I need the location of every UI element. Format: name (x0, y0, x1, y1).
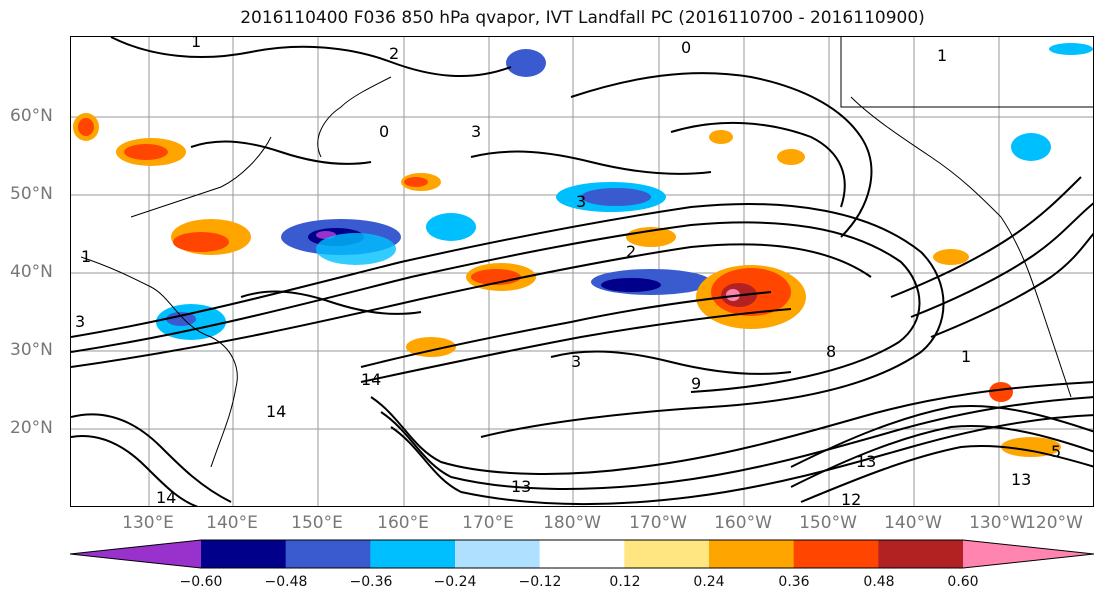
lon-label: 120°W (1025, 513, 1083, 533)
contour-label: 3 (471, 122, 481, 141)
contour-label: 12 (841, 490, 861, 507)
contour-label: 5 (1051, 442, 1061, 461)
colorbar-segment (285, 540, 371, 568)
contour-label: 13 (856, 452, 876, 471)
colorbar-segment (539, 540, 625, 568)
colorbar-segment (709, 540, 795, 568)
ivt-contours (71, 37, 1093, 506)
contour-label: 14 (266, 402, 286, 421)
map-title: 2016110400 F036 850 hPa qvapor, IVT Land… (240, 8, 925, 28)
lon-label: 130°E (122, 513, 174, 533)
colorbar-tick: −0.12 (518, 574, 562, 590)
coastlines (80, 37, 1093, 468)
lon-label: 150°E (291, 513, 343, 533)
colorbar-tick: −0.24 (433, 574, 477, 590)
colorbar-segment (455, 540, 541, 568)
contour-label: 1 (191, 37, 201, 51)
contour-label: 2 (389, 44, 399, 63)
lat-label-50n: 50°N (10, 184, 53, 204)
map-panel: 1 2 0 1 3 3 2 1 3 8 14 14 14 3 9 13 13 1… (70, 36, 1094, 507)
lon-label: 170°W (629, 513, 687, 533)
colorbar-segments (70, 540, 1094, 568)
contour-label: 13 (511, 477, 531, 496)
qvapor-shading (73, 43, 1093, 457)
colorbar-tick: 0.24 (693, 574, 725, 590)
contour-label: 0 (681, 38, 691, 57)
lon-label: 140°W (884, 513, 942, 533)
colorbar-segment (370, 540, 456, 568)
contour-label: 1 (961, 347, 971, 366)
contour-label: 9 (691, 374, 701, 393)
lat-label-60n: 60°N (10, 106, 53, 126)
colorbar-tick: 0.36 (778, 574, 810, 590)
contour-label: 2 (626, 242, 636, 261)
colorbar (70, 539, 1094, 569)
colorbar-segment (793, 540, 879, 568)
contour-label: 8 (826, 342, 836, 361)
contour-label: 1 (937, 46, 947, 65)
colorbar-tick: −0.60 (179, 574, 223, 590)
contour-labels: 1 2 0 1 3 3 2 1 3 8 14 14 14 3 9 13 13 1… (75, 37, 1061, 507)
colorbar-tick: 0.12 (609, 574, 641, 590)
lon-label: 130°W (969, 513, 1027, 533)
lat-label-30n: 30°N (10, 340, 53, 360)
contour-label: 14 (361, 370, 381, 389)
lon-label: 180°W (543, 513, 601, 533)
colorbar-segment (201, 540, 287, 568)
contour-label: 3 (576, 192, 586, 211)
colorbar-tick: 0.48 (863, 574, 895, 590)
colorbar-segment (963, 540, 1094, 568)
contour-label: 3 (571, 352, 581, 371)
lon-label: 150°W (799, 513, 857, 533)
colorbar-segment (878, 540, 964, 568)
contour-label: 0 (379, 122, 389, 141)
lon-label: 160°E (377, 513, 429, 533)
lon-label: 170°E (462, 513, 514, 533)
contour-label: 1 (81, 247, 91, 266)
colorbar-tick: 0.60 (947, 574, 979, 590)
lon-label: 160°W (714, 513, 772, 533)
colorbar-tick: −0.48 (264, 574, 308, 590)
contour-label: 3 (75, 312, 85, 331)
colorbar-segment (70, 540, 201, 568)
contour-label: 13 (1011, 470, 1031, 489)
map-canvas: 1 2 0 1 3 3 2 1 3 8 14 14 14 3 9 13 13 1… (71, 37, 1093, 507)
lat-label-20n: 20°N (10, 418, 53, 438)
contour-label: 14 (156, 488, 176, 507)
lon-label: 140°E (206, 513, 258, 533)
colorbar-segment (624, 540, 710, 568)
colorbar-outline (70, 539, 1094, 569)
lat-label-40n: 40°N (10, 262, 53, 282)
colorbar-tick: −0.36 (349, 574, 393, 590)
